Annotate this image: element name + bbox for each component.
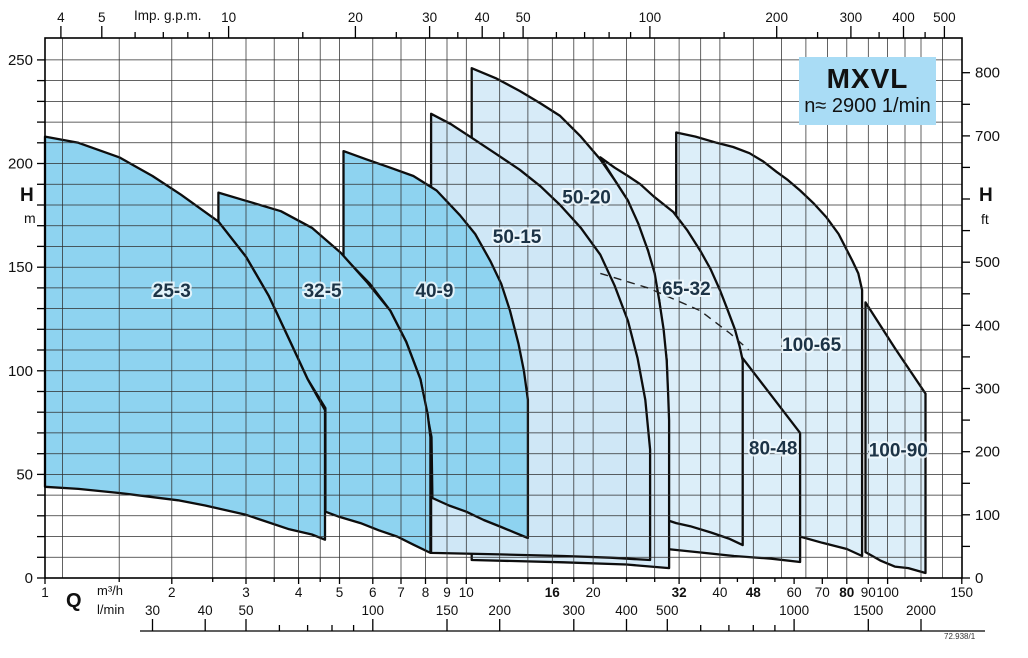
ft-tick-label: 300 xyxy=(975,381,1000,398)
flow-axis-label: Q xyxy=(66,590,82,612)
m3h-tick-label: 5 xyxy=(336,585,344,600)
m3h-tick-label: 32 xyxy=(672,585,687,600)
gpm-tick-label: 20 xyxy=(348,10,363,25)
region-label-50-15: 50-15 xyxy=(493,227,542,248)
m3h-tick-label: 60 xyxy=(787,585,802,600)
region-label-32-5: 32-5 xyxy=(304,281,342,302)
m-tick-label: 50 xyxy=(16,466,33,483)
lmin-tick-label: 100 xyxy=(362,603,385,618)
ft-tick-label: 100 xyxy=(975,507,1000,524)
head-axis-label-left: H xyxy=(20,185,34,206)
lmin-tick-label: 500 xyxy=(656,603,679,618)
region-label-100-90: 100-90 xyxy=(869,441,928,462)
document-code: 72.938/1 xyxy=(944,632,976,641)
series-speed: n≈ 2900 1/min xyxy=(804,95,931,117)
m-tick-label: 250 xyxy=(8,52,33,69)
m3h-tick-label: 3 xyxy=(242,585,250,600)
m3h-tick-label: 10 xyxy=(459,585,474,600)
lmin-tick-label: 1000 xyxy=(779,603,809,618)
m3h-tick-label: 7 xyxy=(397,585,405,600)
m-tick-label: 0 xyxy=(25,570,33,587)
m-tick-label: 150 xyxy=(8,259,33,276)
ft-tick-label: 800 xyxy=(975,65,1000,82)
gpm-tick-label: 4 xyxy=(57,10,65,25)
pump-regions xyxy=(43,67,927,575)
lmin-tick-label: 40 xyxy=(198,603,213,618)
region-labels: 100-90 100-65 80-48 65-32 50-20 50-15 40-9 32-5… xyxy=(151,186,930,464)
region-label-50-20: 50-20 xyxy=(562,188,611,209)
region-label-40-9: 40-9 xyxy=(415,281,453,302)
gpm-tick-label: 30 xyxy=(422,10,437,25)
lmin-tick-label: 50 xyxy=(238,603,253,618)
series-name: MXVL xyxy=(826,63,909,94)
m3h-tick-label: 4 xyxy=(295,585,303,600)
flow-unit-lmin-label: l/min xyxy=(97,602,125,617)
lmin-tick-label: 1500 xyxy=(853,603,883,618)
m3h-tick-label: 16 xyxy=(545,585,561,600)
m3h-tick-label: 150 xyxy=(951,585,974,600)
region-label-100-65: 100-65 xyxy=(782,335,842,356)
m3h-tick-label: 70 xyxy=(815,585,830,600)
gpm-tick-label: 100 xyxy=(639,10,662,25)
lmin-tick-label: 30 xyxy=(145,603,160,618)
m3h-tick-label: 9 xyxy=(443,585,451,600)
region-100-90 xyxy=(864,301,927,575)
gpm-tick-label: 5 xyxy=(98,10,106,25)
lmin-tick-label: 200 xyxy=(488,603,511,618)
gpm-tick-label: 500 xyxy=(933,10,956,25)
lmin-tick-label: 150 xyxy=(436,603,459,618)
m-tick-label: 200 xyxy=(8,156,33,173)
ft-tick-label: 200 xyxy=(975,444,1000,461)
m3h-tick-label: 8 xyxy=(422,585,430,600)
head-unit-m-label: m xyxy=(24,210,36,226)
ft-tick-label: 700 xyxy=(975,128,1000,145)
gpm-tick-label: 10 xyxy=(221,10,236,25)
ft-tick-label: 500 xyxy=(975,254,1000,271)
m3h-tick-label: 40 xyxy=(712,585,727,600)
flow-unit-m3h-label: m³/h xyxy=(97,583,123,598)
ft-tick-label: 0 xyxy=(975,570,983,587)
m3h-tick-label: 90 xyxy=(861,585,876,600)
dashed-limit-line xyxy=(600,272,750,351)
axes xyxy=(37,26,985,632)
head-axis-label-right: H xyxy=(979,185,993,206)
m3h-tick-label: 1 xyxy=(41,585,49,600)
m3h-tick-label: 48 xyxy=(746,585,762,600)
series-title-box: MXVL n≈ 2900 1/min xyxy=(799,57,936,125)
gpm-tick-label: 200 xyxy=(765,10,788,25)
m3h-tick-label: 20 xyxy=(586,585,601,600)
region-label-80-48: 80-48 xyxy=(749,438,798,459)
region-25-3 xyxy=(43,135,327,541)
m-tick-label: 100 xyxy=(8,363,33,380)
lmin-tick-label: 400 xyxy=(615,603,638,618)
m3h-tick-label: 100 xyxy=(876,585,899,600)
region-label-65-32: 65-32 xyxy=(662,279,711,300)
lmin-tick-label: 2000 xyxy=(906,603,936,618)
m3h-tick-label: 6 xyxy=(369,585,377,600)
m3h-tick-label: 2 xyxy=(168,585,176,600)
gpm-tick-label: 300 xyxy=(840,10,863,25)
ft-tick-label: 400 xyxy=(975,317,1000,334)
lmin-tick-label: 300 xyxy=(563,603,586,618)
top-axis-unit-label: Imp. g.p.m. xyxy=(134,8,202,23)
gpm-tick-label: 400 xyxy=(892,10,915,25)
gpm-tick-label: 40 xyxy=(475,10,490,25)
region-label-25-3: 25-3 xyxy=(153,281,191,302)
gpm-tick-label: 50 xyxy=(516,10,531,25)
grid xyxy=(45,38,962,578)
head-unit-ft-label: ft xyxy=(981,211,989,227)
m3h-tick-label: 80 xyxy=(839,585,854,600)
